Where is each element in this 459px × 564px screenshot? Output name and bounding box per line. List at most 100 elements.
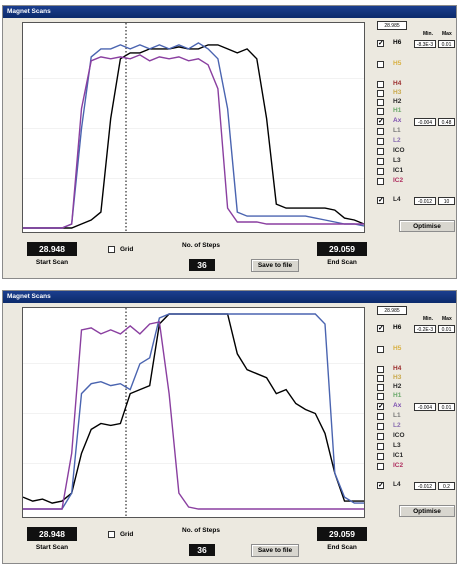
end-scan-value[interactable]: 29.059 <box>317 242 367 256</box>
channel-max-field[interactable]: 0.01 <box>438 40 455 48</box>
channel-label: H4 <box>393 80 402 87</box>
channel-checkbox[interactable] <box>377 99 384 106</box>
channel-checkbox[interactable] <box>377 463 384 470</box>
grid-label: Grid <box>120 531 134 538</box>
channel-min-field[interactable]: -8.3E-3 <box>414 40 436 48</box>
channel-label: Ax <box>393 117 402 124</box>
series-line-2 <box>23 321 364 510</box>
channel-max-field[interactable]: 0.01 <box>438 325 455 333</box>
series-line-2 <box>23 54 364 229</box>
channel-max-field[interactable]: 0.01 <box>438 403 455 411</box>
channel-checkbox[interactable] <box>377 453 384 460</box>
field-value-box: 28.985 <box>377 21 407 30</box>
min-header: Min. <box>423 31 433 37</box>
steps-label: No. of Steps <box>182 242 220 249</box>
channel-checkbox[interactable] <box>377 128 384 135</box>
channel-label: ICO <box>393 147 405 154</box>
end-scan-label: End Scan <box>327 544 357 551</box>
start-scan-label: Start Scan <box>35 259 69 266</box>
channel-label: H6 <box>393 324 402 331</box>
channel-min-field[interactable]: -0.004 <box>414 118 436 126</box>
channel-checkbox[interactable] <box>377 90 384 97</box>
start-scan-value[interactable]: 28.948 <box>27 527 77 541</box>
channel-checkbox[interactable] <box>377 366 384 373</box>
channel-checkbox[interactable]: ✓ <box>377 118 384 125</box>
channel-checkbox[interactable] <box>377 443 384 450</box>
window-title: Magnet Scans <box>3 6 456 18</box>
series-line-0 <box>23 44 364 229</box>
steps-value[interactable]: 36 <box>189 544 215 556</box>
channel-label: L4 <box>393 196 401 203</box>
channel-checkbox[interactable] <box>377 375 384 382</box>
channel-label: H1 <box>393 392 402 399</box>
channel-label: Ax <box>393 402 402 409</box>
channel-label: IC2 <box>393 177 404 184</box>
channel-checkbox[interactable]: ✓ <box>377 40 384 47</box>
channel-checkbox[interactable] <box>377 138 384 145</box>
channel-checkbox[interactable] <box>377 81 384 88</box>
save-to-file-button[interactable]: Save to file <box>251 544 299 557</box>
field-value-box: 28.985 <box>377 306 407 315</box>
channel-min-field[interactable]: -0.004 <box>414 403 436 411</box>
steps-value[interactable]: 36 <box>189 259 215 271</box>
channel-checkbox[interactable] <box>377 346 384 353</box>
channel-checkbox[interactable]: ✓ <box>377 197 384 204</box>
grid-label: Grid <box>120 246 134 253</box>
scan-plot <box>22 22 365 233</box>
channel-min-field[interactable]: -0.012 <box>414 482 436 490</box>
max-header: Max <box>442 316 452 322</box>
channel-max-field[interactable]: 0.48 <box>438 118 455 126</box>
magnet-scans-window: Magnet Scans 28.985 Min. Max ✓ H6 -0.2E-3 0.… <box>2 290 457 564</box>
save-to-file-button[interactable]: Save to file <box>251 259 299 272</box>
optimise-button[interactable]: Optimise <box>399 505 455 517</box>
channel-checkbox[interactable]: ✓ <box>377 403 384 410</box>
end-scan-value[interactable]: 29.059 <box>317 527 367 541</box>
start-scan-value[interactable]: 28.948 <box>27 242 77 256</box>
end-scan-label: End Scan <box>327 259 357 266</box>
channel-checkbox[interactable] <box>377 178 384 185</box>
channel-label: L3 <box>393 157 401 164</box>
channel-checkbox[interactable] <box>377 384 384 391</box>
series-line-1 <box>23 313 364 510</box>
channel-checkbox[interactable] <box>377 393 384 400</box>
magnet-scans-window: Magnet Scans 28.985 Min. Max ✓ H6 -8.3E-3 0.… <box>2 5 457 279</box>
channel-label: L4 <box>393 481 401 488</box>
channel-checkbox[interactable] <box>377 168 384 175</box>
channel-min-field[interactable]: -0.2E-3 <box>414 325 436 333</box>
channel-checkbox[interactable] <box>377 61 384 68</box>
channel-label: H5 <box>393 60 402 67</box>
channel-label: H6 <box>393 39 402 46</box>
channel-max-field[interactable]: 10 <box>438 197 455 205</box>
channel-label: IC1 <box>393 452 404 459</box>
channel-checkbox[interactable] <box>377 148 384 155</box>
channel-label: L2 <box>393 422 401 429</box>
channel-min-field[interactable]: -0.012 <box>414 197 436 205</box>
max-header: Max <box>442 31 452 37</box>
channel-label: H3 <box>393 374 402 381</box>
grid-checkbox[interactable] <box>108 246 115 253</box>
channel-label: L1 <box>393 412 401 419</box>
channel-label: L2 <box>393 137 401 144</box>
channel-label: IC1 <box>393 167 404 174</box>
start-scan-label: Start Scan <box>35 544 69 551</box>
channel-checkbox[interactable] <box>377 423 384 430</box>
series-line-1 <box>23 42 364 229</box>
channel-label: ICO <box>393 432 405 439</box>
channel-checkbox[interactable] <box>377 158 384 165</box>
channel-checkbox[interactable]: ✓ <box>377 482 384 489</box>
channel-label: H1 <box>393 107 402 114</box>
channel-label: H3 <box>393 89 402 96</box>
scan-chart <box>23 308 364 517</box>
channel-checkbox[interactable] <box>377 433 384 440</box>
window-title: Magnet Scans <box>3 291 456 303</box>
optimise-button[interactable]: Optimise <box>399 220 455 232</box>
channel-max-field[interactable]: 0.2 <box>438 482 455 490</box>
channel-label: L1 <box>393 127 401 134</box>
channel-label: IC2 <box>393 462 404 469</box>
scan-chart <box>23 23 364 232</box>
channel-checkbox[interactable] <box>377 108 384 115</box>
channel-checkbox[interactable] <box>377 413 384 420</box>
grid-checkbox[interactable] <box>108 531 115 538</box>
channel-label: H2 <box>393 383 402 390</box>
channel-checkbox[interactable]: ✓ <box>377 325 384 332</box>
